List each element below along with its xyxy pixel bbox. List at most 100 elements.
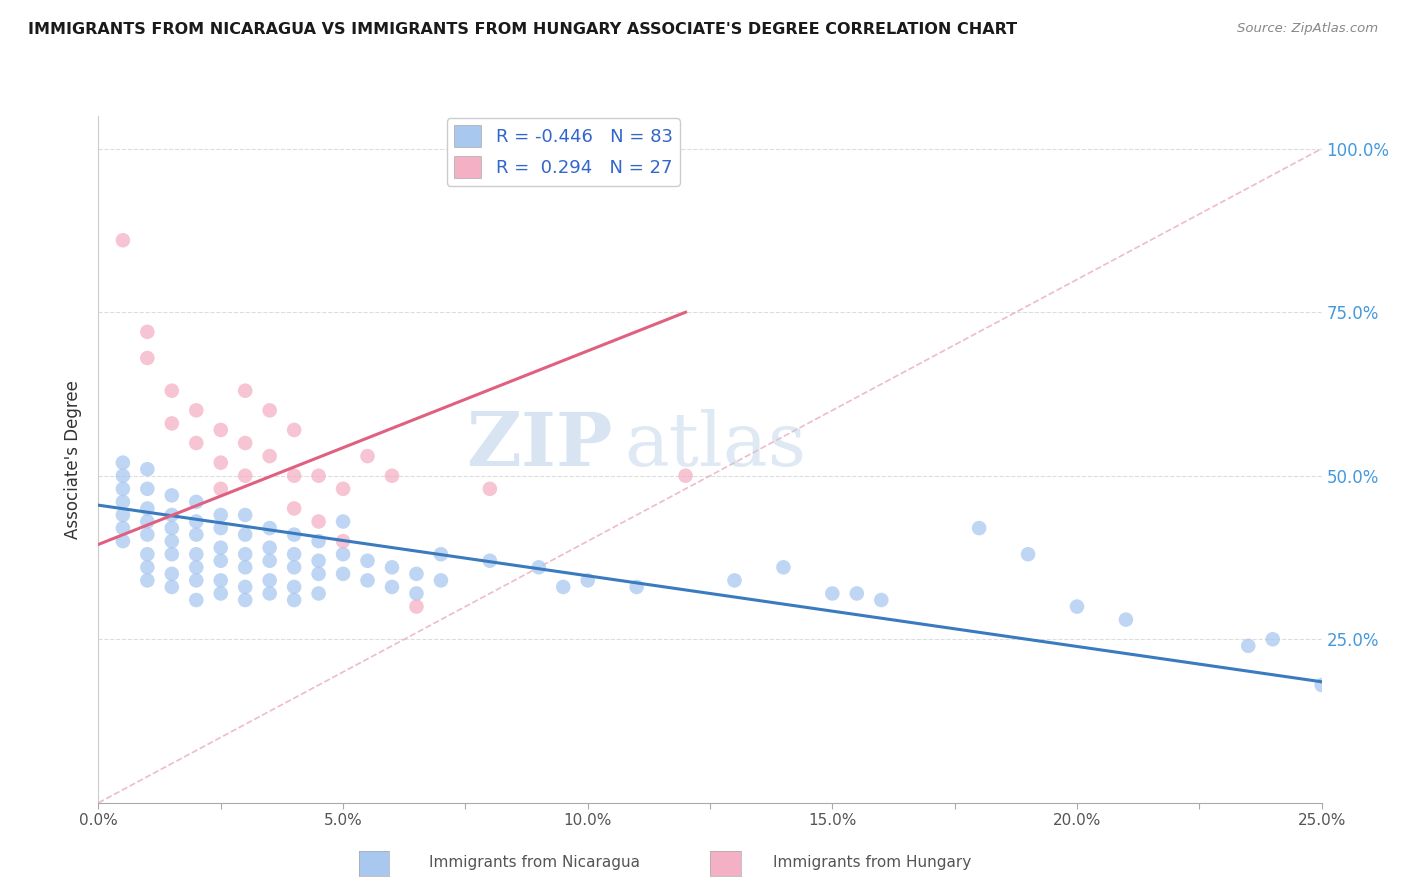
Point: [283, 423, 305, 437]
Point: [259, 574, 281, 588]
Point: [233, 468, 256, 483]
Point: [136, 515, 159, 529]
Point: [381, 560, 404, 574]
Point: [356, 449, 378, 463]
Point: [160, 521, 183, 535]
Point: [626, 580, 648, 594]
Point: [308, 534, 330, 549]
Point: [186, 403, 208, 417]
Point: [332, 566, 354, 581]
Point: [283, 501, 305, 516]
Point: [259, 449, 281, 463]
Point: [111, 521, 134, 535]
Point: [870, 593, 893, 607]
Point: [308, 554, 330, 568]
Point: [283, 593, 305, 607]
Point: [527, 560, 550, 574]
Point: [186, 574, 208, 588]
Point: [136, 325, 159, 339]
Point: [332, 534, 354, 549]
Legend: R = -0.446   N = 83, R =  0.294   N = 27: R = -0.446 N = 83, R = 0.294 N = 27: [447, 118, 679, 186]
Point: [356, 554, 378, 568]
Point: [283, 580, 305, 594]
Text: Immigrants from Nicaragua: Immigrants from Nicaragua: [429, 855, 640, 870]
Point: [209, 574, 232, 588]
Point: [160, 384, 183, 398]
Point: [233, 547, 256, 561]
Point: [283, 560, 305, 574]
Point: [405, 599, 427, 614]
Point: [233, 593, 256, 607]
Point: [136, 547, 159, 561]
Point: [233, 384, 256, 398]
Point: [553, 580, 575, 594]
Point: [233, 580, 256, 594]
Point: [136, 482, 159, 496]
Point: [111, 482, 134, 496]
Point: [1115, 613, 1137, 627]
Text: ZIP: ZIP: [465, 409, 612, 483]
Point: [111, 508, 134, 522]
Point: [111, 468, 134, 483]
Point: [209, 456, 232, 470]
Point: [186, 495, 208, 509]
Point: [405, 586, 427, 600]
Point: [1310, 678, 1333, 692]
Point: [136, 501, 159, 516]
Point: [1261, 632, 1284, 647]
Point: [111, 495, 134, 509]
Point: [430, 574, 453, 588]
Point: [430, 547, 453, 561]
Point: [283, 527, 305, 541]
Point: [136, 527, 159, 541]
Point: [308, 566, 330, 581]
Point: [136, 351, 159, 365]
Text: Source: ZipAtlas.com: Source: ZipAtlas.com: [1237, 22, 1378, 36]
Point: [160, 534, 183, 549]
Point: [576, 574, 599, 588]
Point: [381, 468, 404, 483]
Point: [1066, 599, 1088, 614]
Point: [160, 417, 183, 431]
Point: [111, 456, 134, 470]
Point: [259, 521, 281, 535]
Point: [186, 547, 208, 561]
Point: [160, 580, 183, 594]
Y-axis label: Associate's Degree: Associate's Degree: [65, 380, 83, 539]
Point: [186, 436, 208, 450]
Point: [160, 547, 183, 561]
Point: [332, 547, 354, 561]
Point: [186, 527, 208, 541]
Point: [405, 566, 427, 581]
Point: [186, 593, 208, 607]
Text: Immigrants from Hungary: Immigrants from Hungary: [772, 855, 972, 870]
Point: [186, 515, 208, 529]
Point: [308, 515, 330, 529]
Point: [209, 423, 232, 437]
Point: [283, 468, 305, 483]
Point: [308, 586, 330, 600]
Point: [209, 554, 232, 568]
Point: [1017, 547, 1039, 561]
Point: [723, 574, 745, 588]
Point: [160, 566, 183, 581]
Point: [259, 403, 281, 417]
Point: [478, 554, 501, 568]
Point: [675, 468, 697, 483]
Point: [283, 547, 305, 561]
Point: [308, 468, 330, 483]
Point: [772, 560, 794, 574]
Point: [111, 233, 134, 247]
Point: [160, 488, 183, 502]
Point: [967, 521, 990, 535]
Point: [259, 554, 281, 568]
Point: [209, 586, 232, 600]
Point: [821, 586, 844, 600]
Point: [111, 534, 134, 549]
Point: [233, 436, 256, 450]
Point: [356, 574, 378, 588]
Point: [845, 586, 868, 600]
Point: [233, 527, 256, 541]
Text: IMMIGRANTS FROM NICARAGUA VS IMMIGRANTS FROM HUNGARY ASSOCIATE'S DEGREE CORRELAT: IMMIGRANTS FROM NICARAGUA VS IMMIGRANTS …: [28, 22, 1018, 37]
Point: [332, 482, 354, 496]
